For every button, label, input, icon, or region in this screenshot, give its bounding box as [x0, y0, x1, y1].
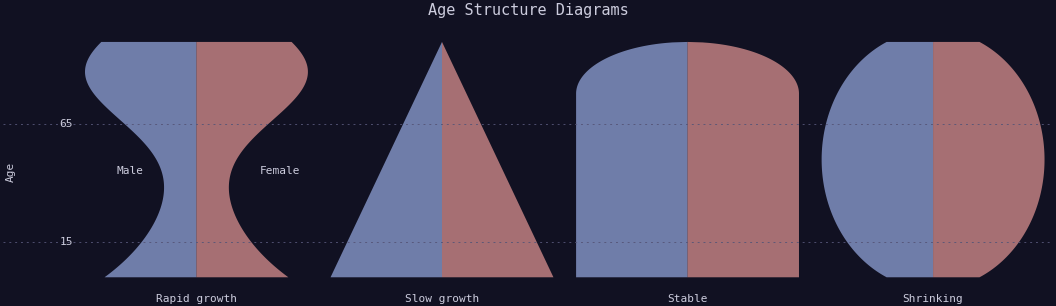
- Text: Male: Male: [116, 166, 143, 176]
- Polygon shape: [577, 42, 687, 277]
- Polygon shape: [934, 42, 1044, 277]
- Polygon shape: [84, 42, 196, 277]
- Polygon shape: [687, 42, 799, 277]
- Polygon shape: [822, 42, 934, 277]
- Text: Age: Age: [6, 161, 16, 181]
- Text: Rapid growth: Rapid growth: [156, 294, 237, 304]
- Title: Age Structure Diagrams: Age Structure Diagrams: [428, 3, 628, 18]
- Polygon shape: [331, 42, 442, 277]
- Text: Female: Female: [260, 166, 300, 176]
- Text: Slow growth: Slow growth: [404, 294, 479, 304]
- Polygon shape: [196, 42, 308, 277]
- Polygon shape: [442, 42, 553, 277]
- Text: 65: 65: [59, 119, 73, 129]
- Text: Shrinking: Shrinking: [903, 294, 963, 304]
- Text: 15: 15: [59, 237, 73, 247]
- Text: Stable: Stable: [667, 294, 708, 304]
